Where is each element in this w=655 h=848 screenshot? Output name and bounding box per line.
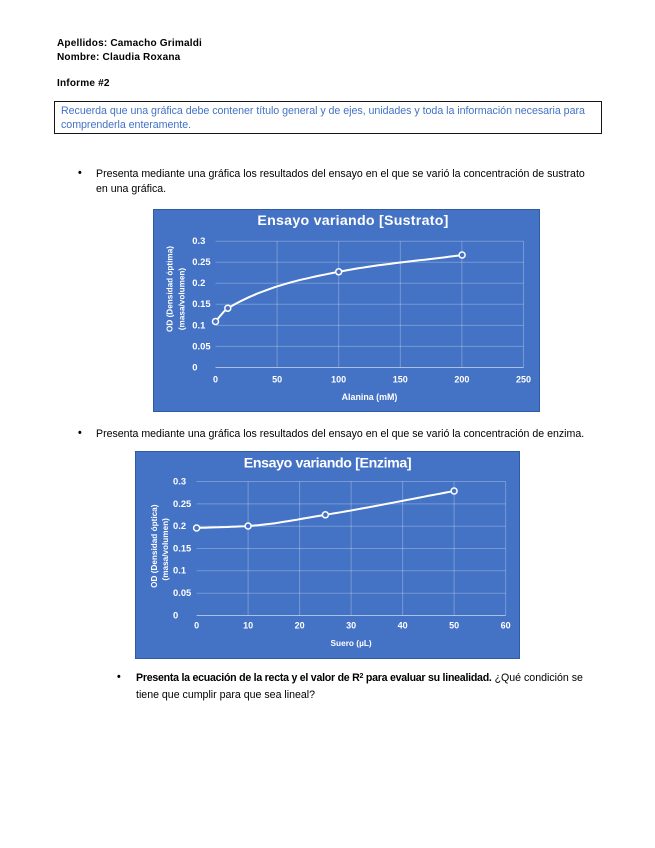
svg-text:150: 150 <box>393 375 408 385</box>
svg-text:20: 20 <box>295 621 305 631</box>
svg-text:200: 200 <box>454 375 469 385</box>
svg-text:OD (Densidad óptima): OD (Densidad óptima) <box>166 246 175 332</box>
svg-text:0.3: 0.3 <box>173 475 186 486</box>
svg-text:10: 10 <box>243 621 253 631</box>
svg-text:(masa/volumen): (masa/volumen) <box>178 268 187 331</box>
svg-text:Ensayo variando [Sustrato]: Ensayo variando [Sustrato] <box>257 213 448 229</box>
svg-text:(masa/volumen): (masa/volumen) <box>161 518 170 581</box>
svg-text:0.05: 0.05 <box>173 587 191 598</box>
svg-text:0.15: 0.15 <box>192 298 210 309</box>
svg-text:0.25: 0.25 <box>192 256 210 267</box>
svg-text:0: 0 <box>192 361 197 372</box>
svg-text:Suero (µL): Suero (µL) <box>330 638 371 648</box>
svg-text:0: 0 <box>194 621 199 631</box>
svg-text:40: 40 <box>398 621 408 631</box>
svg-text:Ensayo variando [Enzima]: Ensayo variando [Enzima] <box>244 455 411 471</box>
svg-text:0: 0 <box>213 375 218 385</box>
svg-text:50: 50 <box>272 375 282 385</box>
svg-text:100: 100 <box>331 375 346 385</box>
svg-text:0.1: 0.1 <box>173 565 186 576</box>
svg-text:0.05: 0.05 <box>192 340 210 351</box>
svg-text:250: 250 <box>516 375 531 385</box>
svg-text:OD (Densidad óptica): OD (Densidad óptica) <box>150 504 159 588</box>
svg-text:0.15: 0.15 <box>173 542 191 553</box>
svg-text:0.25: 0.25 <box>173 498 191 509</box>
svg-text:50: 50 <box>449 621 459 631</box>
svg-text:0.2: 0.2 <box>192 277 205 288</box>
svg-text:60: 60 <box>501 621 511 631</box>
svg-text:0.1: 0.1 <box>192 319 205 330</box>
svg-text:30: 30 <box>346 621 356 631</box>
svg-text:0.2: 0.2 <box>173 520 186 531</box>
svg-text:0.3: 0.3 <box>192 235 205 246</box>
svg-text:0: 0 <box>173 609 178 620</box>
svg-text:Alanina (mM): Alanina (mM) <box>342 392 398 402</box>
